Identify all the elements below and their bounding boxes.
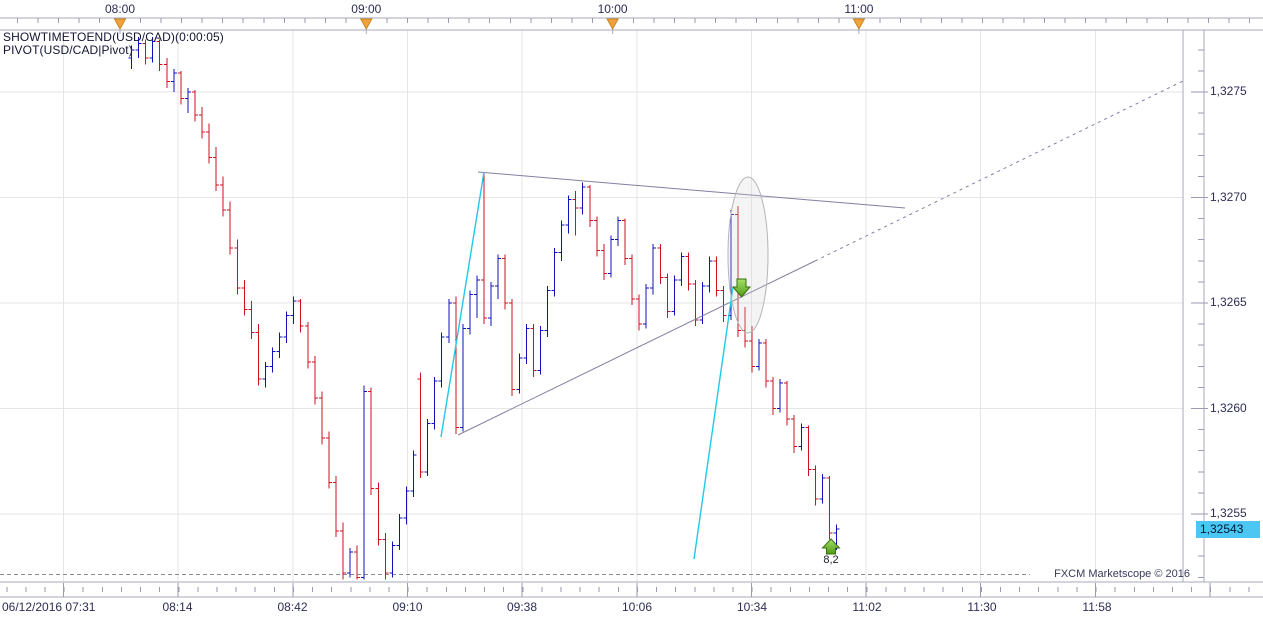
bottom-axis-label: 11:58	[1082, 600, 1112, 614]
lower-trendline[interactable]	[457, 260, 816, 436]
top-axis-label: 08:00	[104, 2, 136, 16]
top-axis-label: 11:00	[844, 2, 874, 16]
price-axis-label: 1,3255	[1210, 506, 1247, 520]
price-axis-label: 1,3260	[1210, 400, 1247, 415]
fxcm-watermark: FXCM Marketscope © 2016	[1054, 568, 1190, 580]
hour-marker-triangle	[359, 18, 373, 31]
highlight-ellipse[interactable]	[727, 176, 769, 334]
gridlines	[0, 30, 1183, 582]
hour-marker-triangle	[113, 18, 127, 31]
top-axis-label: 09:00	[351, 2, 382, 16]
up-bars	[128, 37, 840, 580]
bottom-axis-label: 10:06	[621, 600, 653, 614]
axis-rulers[interactable]	[0, 17, 1263, 598]
indicator-label-pivot[interactable]: PIVOT(USD/CAD|Pivot)	[3, 43, 133, 57]
top-axis-label: 10:00	[597, 2, 628, 16]
bottom-axis-label: 06/12/2016 07:31	[2, 600, 96, 614]
bottom-axis-label: 08:14	[162, 600, 193, 614]
hour-marker-triangle	[852, 18, 866, 31]
bottom-axis-label: 11:30	[967, 600, 997, 614]
price-axis-label: 1,3275	[1210, 84, 1247, 98]
cyan-impulse-line-1[interactable]	[440, 171, 485, 438]
sell-signal-arrow-down[interactable]	[731, 278, 752, 298]
down-bars	[142, 39, 833, 580]
hour-marker-triangle	[606, 18, 619, 31]
ruler-borders	[0, 17, 1263, 598]
buy-signal-arrow-up[interactable]	[821, 538, 841, 555]
bottom-axis-label: 08:42	[277, 600, 308, 614]
bottom-axis-label: 09:38	[506, 600, 538, 614]
price-axis-label: 1,3265	[1210, 295, 1247, 309]
arrow-value-label: 8,2	[823, 554, 839, 566]
indicator-label-showtimetoend[interactable]: SHOWTIMETOEND(USD/CAD)(0:00:05)	[3, 30, 224, 44]
lower-trendline-extension[interactable]	[814, 80, 1184, 262]
signal-arrows[interactable]	[731, 278, 841, 555]
trendline-drawings[interactable]	[440, 80, 1184, 560]
current-price-tag: 1,32543	[1196, 521, 1260, 538]
price-bars[interactable]	[128, 37, 840, 580]
bottom-axis-label: 09:10	[392, 600, 423, 614]
hour-marker-triangles	[113, 18, 866, 34]
price-axis-label: 1,3270	[1210, 189, 1247, 204]
cyan-impulse-line-2[interactable]	[693, 286, 734, 560]
ruler-ticks	[6, 18, 1250, 597]
bottom-axis-label: 10:34	[736, 600, 768, 614]
bottom-axis-label: 11:02	[852, 600, 882, 614]
upper-trendline[interactable]	[477, 171, 906, 209]
